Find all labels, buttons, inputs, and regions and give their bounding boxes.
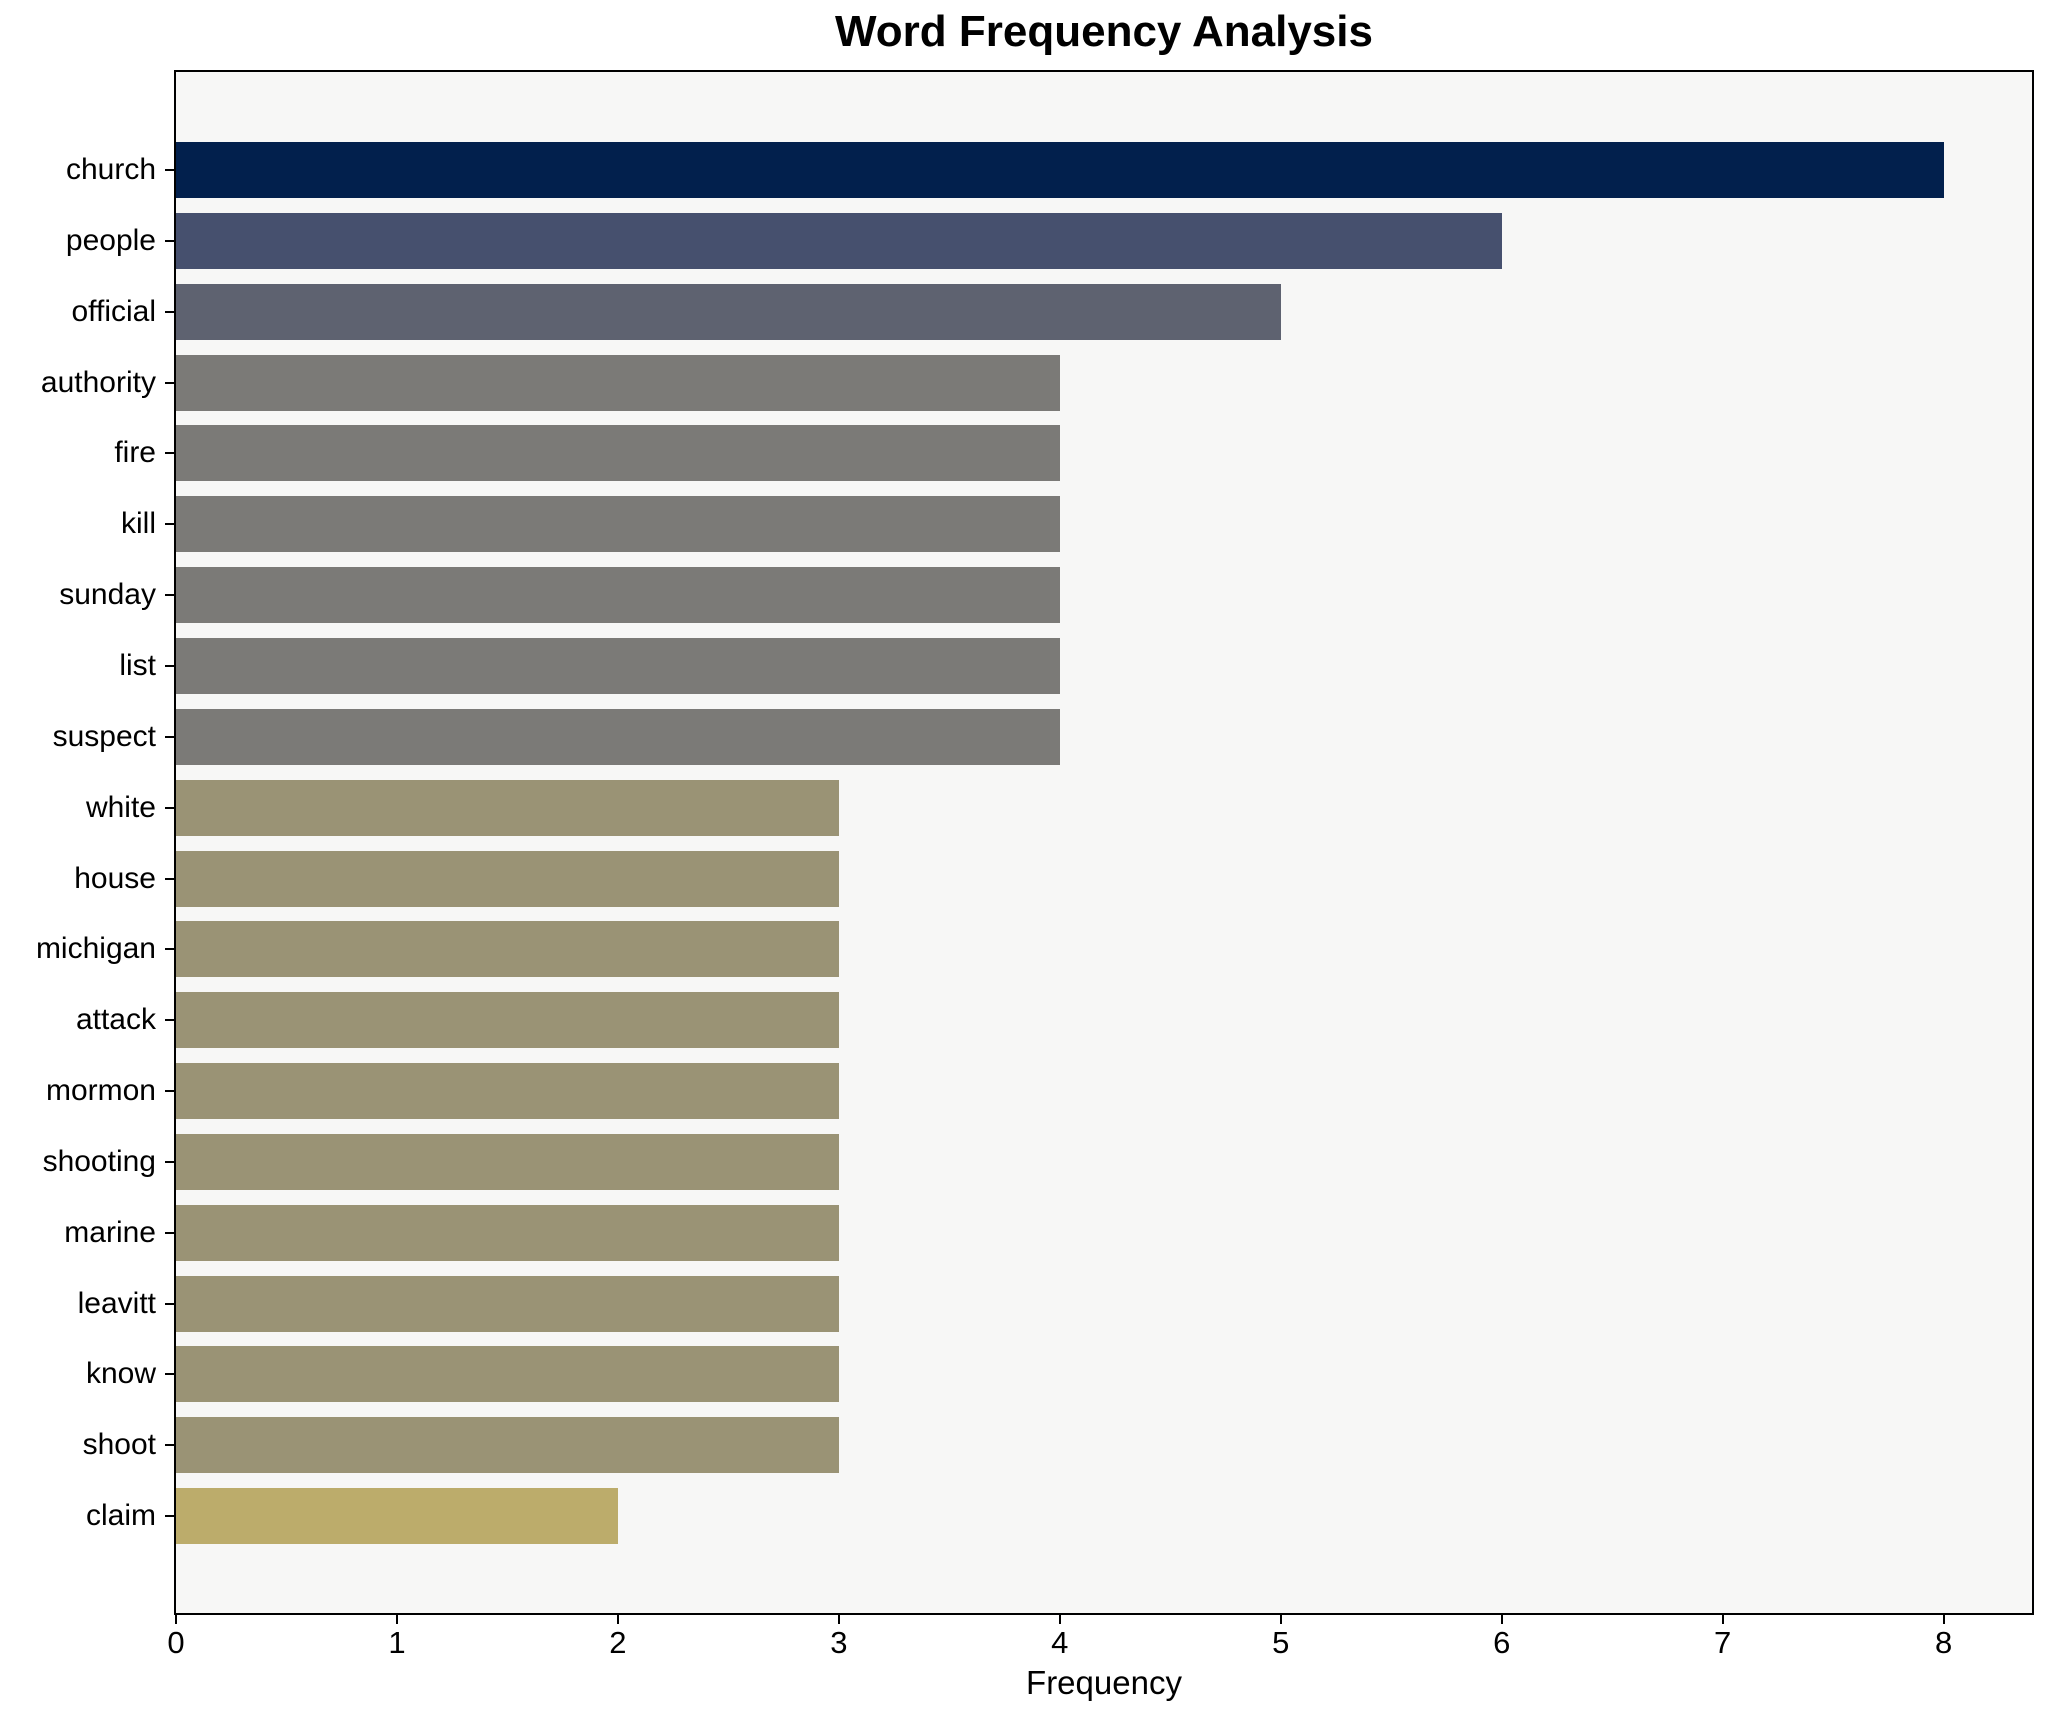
y-tick-label-michigan: michigan bbox=[35, 932, 156, 966]
chart-title: Word Frequency Analysis bbox=[835, 7, 1373, 56]
y-tick-mark bbox=[165, 877, 174, 880]
y-tick-mark bbox=[165, 381, 174, 384]
y-tick-label-mormon: mormon bbox=[45, 1074, 156, 1108]
y-tick-label-shooting: shooting bbox=[42, 1144, 156, 1178]
bar-list bbox=[176, 637, 1060, 694]
x-tick-label-4: 4 bbox=[1051, 1625, 1069, 1660]
x-tick-label-3: 3 bbox=[830, 1625, 848, 1660]
y-tick-label-suspect: suspect bbox=[52, 719, 156, 753]
x-tick-mark bbox=[1279, 1615, 1282, 1624]
x-tick-label-7: 7 bbox=[1714, 1625, 1732, 1660]
bar-people bbox=[176, 212, 1502, 269]
bar-sunday bbox=[176, 567, 1060, 624]
bar-fire bbox=[176, 425, 1060, 482]
y-tick-mark bbox=[165, 452, 174, 455]
y-tick-label-authority: authority bbox=[40, 365, 156, 399]
y-tick-label-list: list bbox=[119, 648, 156, 682]
x-tick-label-8: 8 bbox=[1934, 1625, 1953, 1660]
bar-white bbox=[176, 779, 839, 836]
y-tick-label-shoot: shoot bbox=[82, 1428, 156, 1462]
x-tick-label-2: 2 bbox=[609, 1625, 627, 1660]
bar-attack bbox=[176, 992, 839, 1049]
bar-church bbox=[176, 142, 1944, 198]
y-tick-label-marine: marine bbox=[64, 1215, 156, 1249]
y-tick-mark bbox=[165, 948, 174, 951]
y-tick-mark bbox=[165, 523, 174, 526]
y-tick-mark bbox=[165, 310, 174, 313]
bar-claim bbox=[176, 1488, 618, 1545]
y-tick-label-official: official bbox=[71, 294, 157, 328]
y-tick-mark bbox=[165, 1160, 174, 1163]
y-tick-mark bbox=[165, 1019, 174, 1022]
x-tick-mark bbox=[837, 1615, 840, 1624]
bar-know bbox=[176, 1346, 839, 1403]
x-tick-mark bbox=[175, 1615, 177, 1624]
x-axis-title: Frequency bbox=[1026, 1664, 1182, 1701]
x-tick-label-6: 6 bbox=[1493, 1625, 1511, 1660]
y-tick-label-church: church bbox=[65, 153, 156, 186]
x-tick-label-1: 1 bbox=[388, 1625, 406, 1660]
bar-michigan bbox=[176, 921, 839, 978]
bar-mormon bbox=[176, 1063, 839, 1120]
x-tick-mark bbox=[1058, 1615, 1061, 1624]
y-tick-mark bbox=[165, 169, 174, 171]
plot-area bbox=[174, 70, 2034, 1615]
y-tick-label-sunday: sunday bbox=[59, 578, 156, 612]
y-tick-mark bbox=[165, 1302, 174, 1305]
x-tick-label-5: 5 bbox=[1272, 1625, 1290, 1660]
y-tick-label-house: house bbox=[74, 861, 156, 895]
x-tick-mark bbox=[395, 1615, 398, 1624]
bar-house bbox=[176, 850, 839, 907]
y-tick-label-know: know bbox=[85, 1357, 156, 1391]
x-tick-label-0: 0 bbox=[167, 1625, 185, 1660]
y-tick-mark bbox=[165, 1090, 174, 1093]
bar-kill bbox=[176, 496, 1060, 553]
x-tick-mark bbox=[1721, 1615, 1724, 1624]
bar-shoot bbox=[176, 1417, 839, 1474]
y-tick-label-attack: attack bbox=[75, 1003, 156, 1037]
y-tick-label-people: people bbox=[65, 223, 156, 257]
y-tick-label-fire: fire bbox=[114, 436, 156, 470]
bar-official bbox=[176, 283, 1281, 340]
bar-suspect bbox=[176, 708, 1060, 765]
bar-marine bbox=[176, 1204, 839, 1261]
y-tick-mark bbox=[165, 1231, 174, 1234]
y-tick-mark bbox=[165, 594, 174, 597]
y-tick-label-kill: kill bbox=[121, 507, 156, 541]
y-tick-label-claim: claim bbox=[85, 1499, 156, 1533]
y-tick-mark bbox=[165, 735, 174, 738]
y-tick-mark bbox=[165, 1373, 174, 1376]
y-tick-mark bbox=[165, 1444, 174, 1447]
y-tick-mark bbox=[165, 664, 174, 667]
bar-shooting bbox=[176, 1133, 839, 1190]
bar-authority bbox=[176, 354, 1060, 411]
y-tick-mark bbox=[165, 806, 174, 809]
y-tick-label-white: white bbox=[85, 790, 156, 824]
x-tick-mark bbox=[1942, 1615, 1945, 1624]
x-tick-mark bbox=[1500, 1615, 1503, 1624]
y-tick-label-leavitt: leavitt bbox=[77, 1286, 156, 1320]
y-tick-mark bbox=[165, 239, 174, 242]
bar-leavitt bbox=[176, 1275, 839, 1332]
x-tick-mark bbox=[616, 1615, 619, 1624]
y-tick-mark bbox=[165, 1515, 174, 1518]
